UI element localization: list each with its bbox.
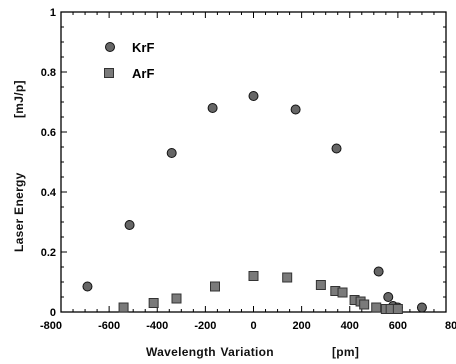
- y-tick-label: 0.2: [41, 247, 56, 259]
- y-tick-labels: 0 0.2 0.4 0.6 0.8 1: [41, 7, 57, 319]
- x-tick-label: -600: [98, 320, 120, 332]
- krf-point: [82, 281, 93, 292]
- arf-point: [371, 302, 382, 313]
- x-tick-label: 200: [292, 320, 310, 332]
- x-tick-label: 0: [250, 320, 256, 332]
- krf-point: [331, 143, 342, 154]
- y-tick-label: 0.6: [41, 127, 56, 139]
- krf-point: [373, 266, 384, 277]
- x-tick-labels: -800 -600 -400 -200 0 200 400 600 800: [40, 320, 456, 332]
- arf-point: [118, 302, 129, 313]
- arf-point: [148, 298, 159, 308]
- arf-point: [337, 287, 348, 298]
- x-tick-label: 600: [389, 320, 407, 332]
- x-axis-unit: [pm]: [332, 345, 359, 359]
- x-tick-label: -400: [146, 320, 168, 332]
- y-tick-label: 0.8: [41, 67, 56, 79]
- krf-point: [383, 292, 394, 302]
- y-axis-title: Laser Energy: [12, 172, 26, 252]
- arf-point: [315, 280, 326, 290]
- legend-label-arf: ArF: [132, 66, 154, 81]
- y-tick-label: 1: [50, 7, 56, 19]
- x-tick-label: -200: [194, 320, 216, 332]
- krf-point: [124, 220, 135, 230]
- arf-point: [359, 299, 370, 310]
- krf-point: [248, 91, 259, 101]
- arf-point: [392, 304, 403, 314]
- x-tick-label: 800: [445, 320, 456, 332]
- krf-point: [416, 302, 427, 313]
- legend-marker-arf: [104, 68, 114, 78]
- krf-point: [207, 103, 218, 113]
- data-points: [82, 91, 427, 314]
- x-axis-title: Wavelength Variation: [146, 345, 274, 359]
- arf-point: [171, 293, 182, 304]
- axis-ticks: [60, 11, 447, 313]
- y-tick-label: 0.4: [41, 187, 57, 199]
- krf-point: [166, 148, 177, 158]
- x-tick-label: -800: [40, 320, 62, 332]
- legend: KrF ArF: [104, 40, 154, 81]
- arf-point: [248, 271, 259, 281]
- plot-frame: [60, 11, 447, 313]
- legend-marker-krf: [105, 42, 115, 52]
- y-tick-label: 0: [50, 307, 56, 319]
- x-tick-label: 400: [341, 320, 359, 332]
- arf-point: [282, 272, 293, 283]
- arf-point: [210, 281, 220, 292]
- krf-point: [290, 104, 301, 115]
- y-axis-unit: [mJ/p]: [12, 80, 26, 118]
- legend-label-krf: KrF: [132, 40, 154, 55]
